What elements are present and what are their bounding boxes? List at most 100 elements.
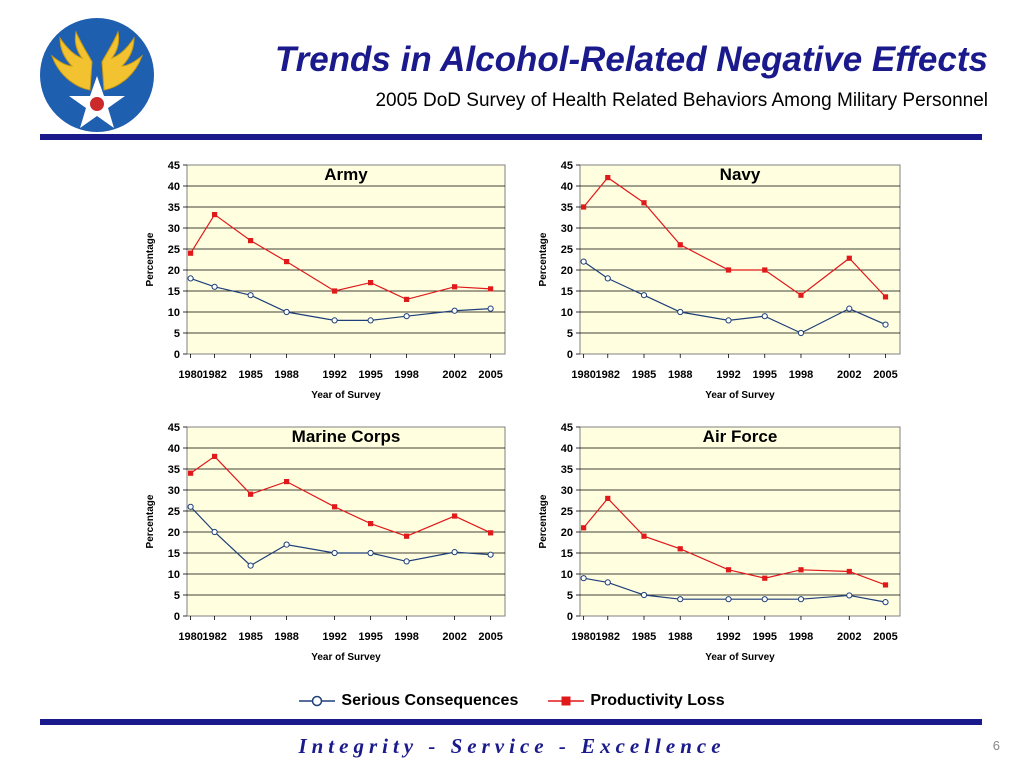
chart-title: Air Force <box>703 427 778 446</box>
data-point-productivity-loss <box>188 471 193 476</box>
data-point-serious-consequences <box>188 276 193 281</box>
data-point-productivity-loss <box>581 204 586 209</box>
legend-item-productivity: Productivity Loss <box>548 692 724 710</box>
y-tick-label: 0 <box>567 611 573 623</box>
x-tick-label: 2002 <box>837 369 861 381</box>
y-tick-label: 20 <box>561 265 573 277</box>
y-tick-label: 5 <box>174 590 180 602</box>
x-tick-label: 1998 <box>394 369 418 381</box>
y-tick-label: 15 <box>561 548 573 560</box>
y-tick-label: 20 <box>168 527 180 539</box>
x-tick-label: 2005 <box>873 369 897 381</box>
data-point-serious-consequences <box>605 276 610 281</box>
data-point-productivity-loss <box>726 567 731 572</box>
x-tick-label: 2002 <box>442 369 466 381</box>
data-point-serious-consequences <box>726 318 731 323</box>
y-tick-label: 10 <box>168 307 180 319</box>
x-tick-label: 1982 <box>596 631 620 643</box>
data-point-productivity-loss <box>452 513 457 518</box>
x-tick-label: 1982 <box>202 631 226 643</box>
legend-label-serious: Serious Consequences <box>341 692 518 710</box>
data-point-productivity-loss <box>762 267 767 272</box>
data-point-serious-consequences <box>284 309 289 314</box>
data-point-productivity-loss <box>883 582 888 587</box>
y-tick-label: 5 <box>174 328 180 340</box>
data-point-serious-consequences <box>678 597 683 602</box>
legend-label-productivity: Productivity Loss <box>590 692 724 710</box>
data-point-productivity-loss <box>188 251 193 256</box>
y-tick-label: 35 <box>168 202 180 214</box>
data-point-productivity-loss <box>488 530 493 535</box>
y-tick-label: 20 <box>561 527 573 539</box>
x-axis-label: Year of Survey <box>311 390 381 401</box>
y-tick-label: 40 <box>561 181 573 193</box>
footer-divider <box>40 719 982 725</box>
data-point-serious-consequences <box>404 314 409 319</box>
data-point-serious-consequences <box>847 593 852 598</box>
x-tick-label: 1985 <box>632 631 656 643</box>
data-point-serious-consequences <box>488 552 493 557</box>
x-tick-label: 1988 <box>668 369 692 381</box>
data-point-productivity-loss <box>726 267 731 272</box>
y-tick-label: 15 <box>561 286 573 298</box>
y-axis-label: Percentage <box>145 494 156 548</box>
data-point-serious-consequences <box>248 293 253 298</box>
chart-title: Army <box>324 165 368 184</box>
x-tick-label: 1982 <box>202 369 226 381</box>
y-tick-label: 40 <box>561 443 573 455</box>
x-tick-label: 1998 <box>789 369 813 381</box>
legend: Serious Consequences Productivity Loss <box>0 688 1024 714</box>
x-axis-label: Year of Survey <box>311 652 381 663</box>
charts-area: 0510152025303540451980 1982 1985 1988 1992 19… <box>0 0 1024 768</box>
legend-marker-productivity <box>548 694 584 708</box>
data-point-productivity-loss <box>368 521 373 526</box>
x-tick-label: 1980 <box>571 369 595 381</box>
legend-marker-serious <box>299 694 335 708</box>
data-point-serious-consequences <box>212 529 217 534</box>
x-tick-label: 1985 <box>238 369 262 381</box>
footer-motto: Integrity - Service - Excellence <box>0 734 1024 759</box>
data-point-serious-consequences <box>284 542 289 547</box>
y-tick-label: 45 <box>168 160 180 172</box>
y-tick-label: 45 <box>561 160 573 172</box>
x-tick-label: 1995 <box>358 631 382 643</box>
data-point-productivity-loss <box>883 294 888 299</box>
data-point-serious-consequences <box>212 284 217 289</box>
y-tick-label: 0 <box>174 349 180 361</box>
x-tick-label: 1988 <box>274 369 298 381</box>
data-point-productivity-loss <box>404 534 409 539</box>
x-tick-label: 2005 <box>478 631 502 643</box>
data-point-productivity-loss <box>581 525 586 530</box>
y-tick-label: 25 <box>561 506 573 518</box>
data-point-serious-consequences <box>404 559 409 564</box>
data-point-serious-consequences <box>726 597 731 602</box>
y-axis-label: Percentage <box>538 494 549 548</box>
x-tick-label: 1998 <box>789 631 813 643</box>
x-tick-label: 1992 <box>716 631 740 643</box>
chart-navy: 0510152025303540451980 1982 1985 1988 1992 19… <box>538 160 900 401</box>
y-tick-label: 40 <box>168 443 180 455</box>
data-point-serious-consequences <box>883 600 888 605</box>
data-point-serious-consequences <box>188 504 193 509</box>
data-point-productivity-loss <box>284 259 289 264</box>
page-number: 6 <box>993 738 1000 753</box>
x-tick-label: 1980 <box>178 369 202 381</box>
x-tick-label: 1992 <box>322 631 346 643</box>
data-point-serious-consequences <box>452 550 457 555</box>
y-tick-label: 10 <box>561 569 573 581</box>
x-tick-label: 1985 <box>238 631 262 643</box>
x-tick-label: 1992 <box>322 369 346 381</box>
y-tick-label: 35 <box>561 202 573 214</box>
data-point-serious-consequences <box>762 314 767 319</box>
y-tick-label: 0 <box>174 611 180 623</box>
legend-item-serious: Serious Consequences <box>299 692 518 710</box>
data-point-serious-consequences <box>332 550 337 555</box>
data-point-serious-consequences <box>581 259 586 264</box>
y-tick-label: 30 <box>561 485 573 497</box>
y-tick-label: 25 <box>561 244 573 256</box>
plot-area <box>187 165 505 354</box>
x-tick-label: 2002 <box>442 631 466 643</box>
data-point-serious-consequences <box>798 597 803 602</box>
chart-army: 0 5 10 15 20 25 30 35 40 45 1980 1982 1985 1988 1992 19… <box>145 160 505 401</box>
data-point-productivity-loss <box>798 567 803 572</box>
